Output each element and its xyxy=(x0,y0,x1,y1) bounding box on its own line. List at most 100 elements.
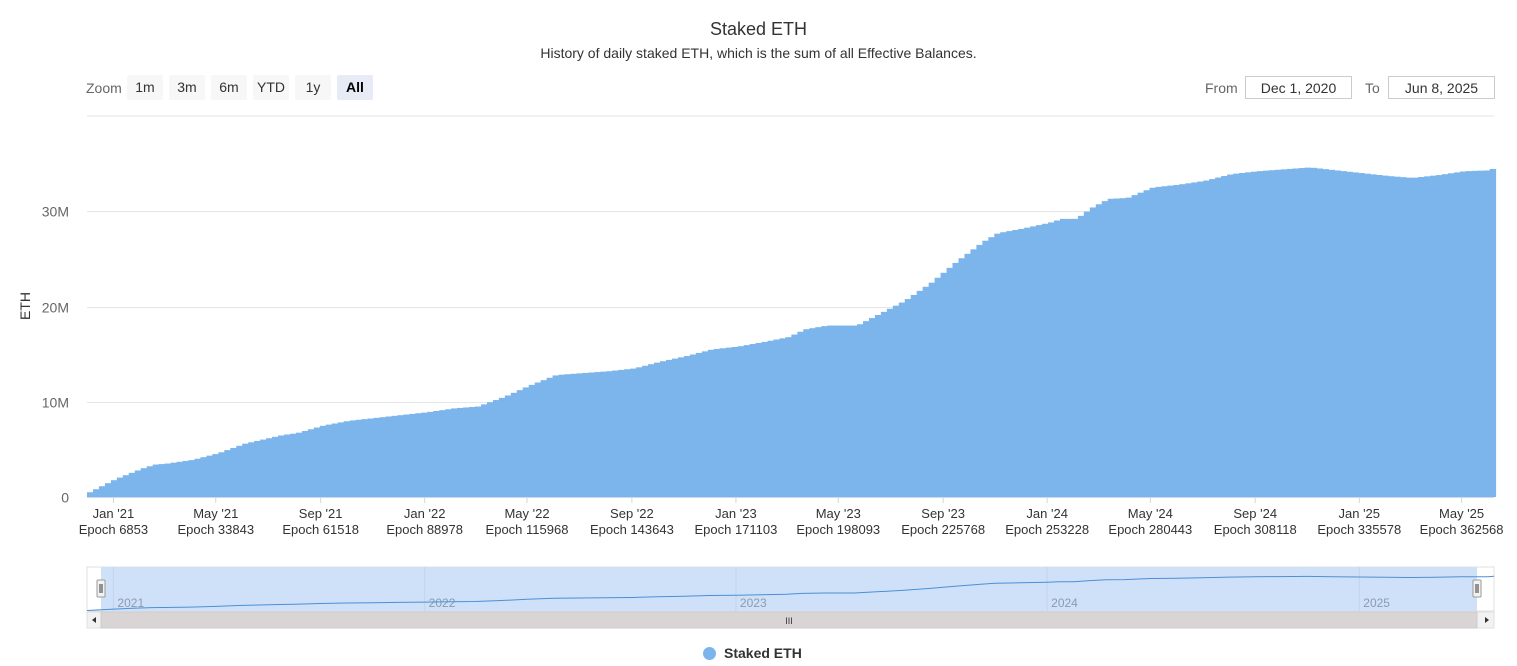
navigator[interactable]: 2021 2022 2023 2024 2025 III xyxy=(86,566,1495,629)
bar xyxy=(504,395,512,497)
bar xyxy=(1197,181,1204,497)
bar xyxy=(182,460,189,497)
bar xyxy=(385,416,392,497)
bar xyxy=(516,390,524,497)
bar xyxy=(845,325,852,497)
bar xyxy=(194,458,201,497)
bar xyxy=(457,407,464,497)
bar xyxy=(200,457,207,497)
scroll-left-arrow-icon[interactable] xyxy=(92,617,96,623)
legend-marker xyxy=(703,647,716,660)
bar xyxy=(510,392,518,497)
bar xyxy=(1328,169,1335,497)
bar xyxy=(134,470,142,497)
bar xyxy=(1161,186,1168,498)
bar xyxy=(660,361,667,497)
bar xyxy=(164,463,171,497)
bar-series xyxy=(87,167,1497,498)
bar xyxy=(522,387,530,497)
bar xyxy=(451,408,458,497)
navigator-year-label: 2021 xyxy=(117,596,144,610)
zoom-all-button[interactable]: All xyxy=(337,75,373,100)
to-label: To xyxy=(1365,80,1380,96)
bar xyxy=(1400,177,1407,497)
bar xyxy=(1059,218,1067,497)
bar xyxy=(982,240,989,497)
x-tick-label: May '25 xyxy=(1439,506,1484,521)
bar xyxy=(1036,225,1043,497)
bar xyxy=(618,369,625,497)
bar xyxy=(630,368,637,497)
bar xyxy=(970,249,977,497)
zoom-label: Zoom xyxy=(86,80,122,96)
bar xyxy=(910,294,918,497)
navigator-left-handle[interactable] xyxy=(96,579,106,598)
bar xyxy=(892,305,900,497)
bar xyxy=(576,373,583,497)
bar xyxy=(564,374,571,497)
bar xyxy=(886,308,894,497)
bar xyxy=(427,411,434,497)
bar xyxy=(582,372,589,497)
bar xyxy=(433,411,440,497)
to-date-input[interactable]: Jun 8, 2025 xyxy=(1388,76,1495,99)
bar xyxy=(1447,173,1455,497)
scrollbar-thumb[interactable] xyxy=(100,611,1478,629)
bar xyxy=(934,277,941,497)
y-tick-label: 10M xyxy=(42,395,69,411)
bar xyxy=(707,349,715,497)
x-tick-label: Sep '22 xyxy=(610,506,654,521)
bar xyxy=(1012,229,1019,498)
x-tick-label: Jan '23 xyxy=(715,506,757,521)
bar xyxy=(122,475,130,497)
bar xyxy=(946,267,953,497)
bar xyxy=(355,419,362,497)
zoom-1m-button[interactable]: 1m xyxy=(127,75,163,100)
bar xyxy=(528,384,536,497)
bar xyxy=(104,483,112,497)
bar xyxy=(731,346,739,497)
bar xyxy=(319,425,327,497)
x-tick-label: Sep '21 xyxy=(299,506,343,521)
bar xyxy=(588,372,595,497)
bar xyxy=(272,436,279,497)
bar xyxy=(469,406,476,497)
bar xyxy=(116,477,124,497)
scroll-right-arrow-icon[interactable] xyxy=(1485,617,1489,623)
bar xyxy=(1185,183,1192,497)
bar xyxy=(361,419,368,497)
zoom-1y-button[interactable]: 1y xyxy=(295,75,331,100)
bar xyxy=(767,340,774,497)
bar xyxy=(868,318,876,497)
bar xyxy=(170,462,177,497)
x-tick-label: Sep '23 xyxy=(921,506,965,521)
bar xyxy=(785,337,792,497)
bar xyxy=(904,299,912,497)
zoom-ytd-button[interactable]: YTD xyxy=(253,75,289,100)
bar xyxy=(349,420,357,497)
bar xyxy=(1418,176,1425,498)
bar xyxy=(480,404,488,497)
zoom-3m-button[interactable]: 3m xyxy=(169,75,205,100)
navigator-right-handle[interactable] xyxy=(1472,579,1482,598)
bar xyxy=(343,421,351,497)
zoom-6m-button[interactable]: 6m xyxy=(211,75,247,100)
bar xyxy=(1483,170,1491,497)
bar xyxy=(152,464,160,497)
from-label: From xyxy=(1205,80,1238,96)
bar xyxy=(851,325,858,497)
bar xyxy=(92,489,100,497)
bar xyxy=(1304,167,1312,497)
x-tick-label: May '23 xyxy=(816,506,861,521)
bar xyxy=(1453,172,1461,497)
bar xyxy=(791,334,798,497)
bar xyxy=(498,397,506,497)
from-date-input[interactable]: Dec 1, 2020 xyxy=(1245,76,1352,99)
bar xyxy=(737,346,744,497)
bar xyxy=(1268,170,1276,498)
x-tick-epoch-label: Epoch 308118 xyxy=(1214,522,1297,537)
bar xyxy=(1113,198,1121,498)
bar xyxy=(803,329,810,497)
bar xyxy=(146,466,154,497)
